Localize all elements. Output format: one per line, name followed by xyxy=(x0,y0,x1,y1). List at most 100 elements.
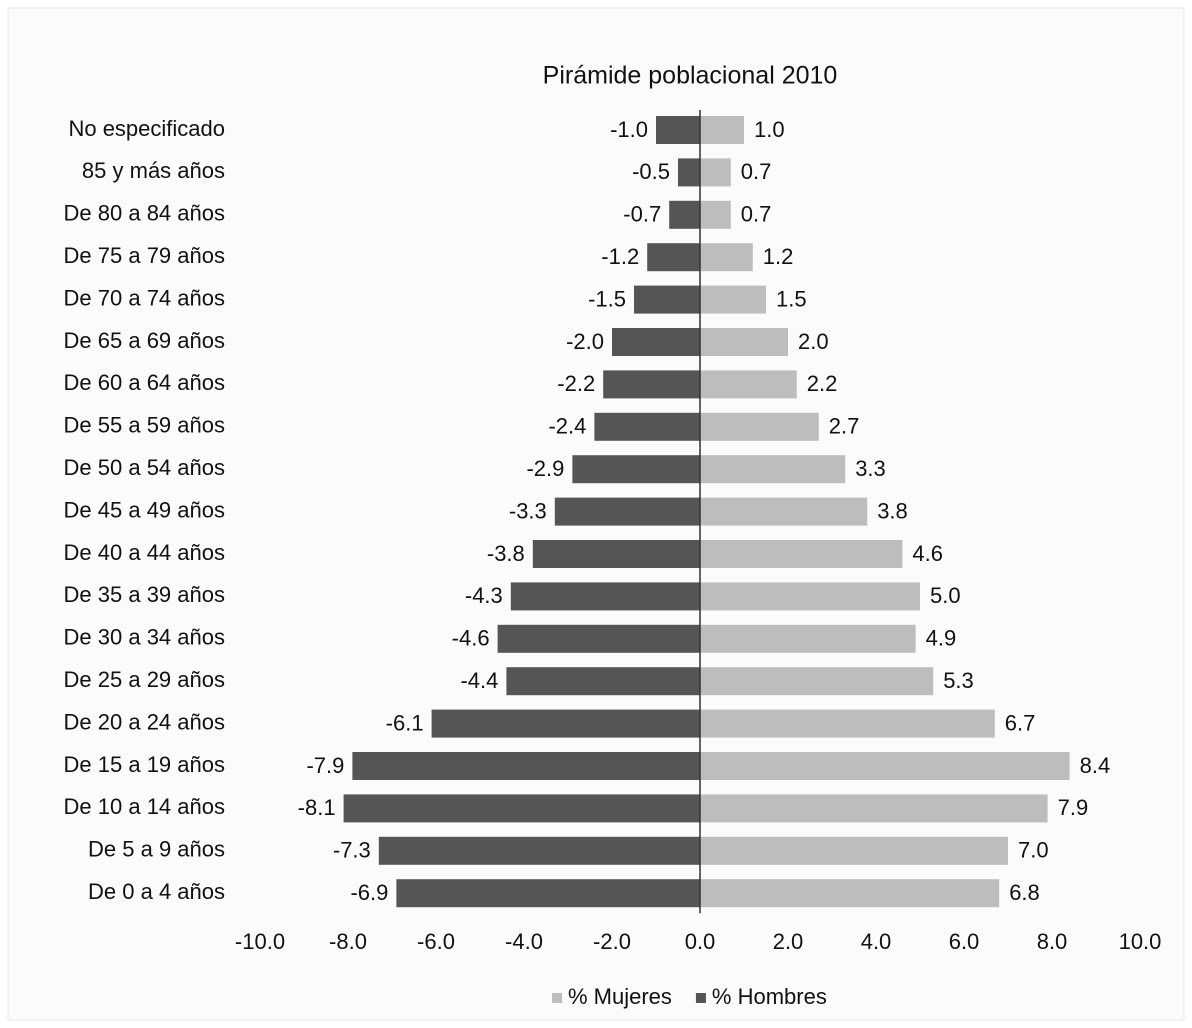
data-label: -0.7 xyxy=(623,202,661,227)
bar xyxy=(634,285,700,314)
bar xyxy=(700,328,788,356)
bar xyxy=(669,200,700,229)
data-label: -4.4 xyxy=(460,668,498,693)
bar xyxy=(678,158,700,187)
bar xyxy=(431,709,700,738)
category-label: No especificado xyxy=(68,116,225,141)
bar xyxy=(700,455,846,484)
data-label: 1.5 xyxy=(776,286,807,311)
bar xyxy=(700,836,1008,865)
category-label: De 10 a 14 años xyxy=(64,794,225,819)
category-label: De 25 a 29 años xyxy=(64,667,225,692)
data-label: 5.3 xyxy=(943,668,974,693)
category-label: De 20 a 24 años xyxy=(64,709,225,734)
data-label: -2.2 xyxy=(557,371,595,396)
bar xyxy=(497,624,700,653)
data-label: -1.0 xyxy=(610,117,648,142)
category-label: De 15 a 19 años xyxy=(64,752,225,777)
data-label: -4.3 xyxy=(465,583,503,608)
category-label: De 35 a 39 años xyxy=(64,582,225,607)
bar xyxy=(378,836,700,865)
bar xyxy=(700,794,1048,823)
bar xyxy=(594,412,700,441)
data-label: -6.9 xyxy=(350,880,388,905)
bar xyxy=(700,667,934,696)
x-tick-label: -8.0 xyxy=(329,929,367,954)
data-label: 3.8 xyxy=(877,498,908,523)
category-label: De 40 a 44 años xyxy=(64,540,225,565)
data-label: -2.0 xyxy=(566,329,604,354)
bar xyxy=(532,540,700,568)
x-tick-label: 2.0 xyxy=(773,929,804,954)
data-label: 8.4 xyxy=(1080,753,1111,778)
bar xyxy=(700,540,903,568)
category-label: De 65 a 69 años xyxy=(64,328,225,353)
category-label: De 70 a 74 años xyxy=(64,285,225,310)
category-label: De 60 a 64 años xyxy=(64,370,225,395)
x-tick-label: -2.0 xyxy=(593,929,631,954)
bar xyxy=(700,200,731,229)
bar xyxy=(700,582,920,611)
bar xyxy=(700,158,731,187)
bar xyxy=(700,285,766,314)
bar xyxy=(603,370,700,399)
category-label: De 80 a 84 años xyxy=(64,201,225,226)
data-label: 1.2 xyxy=(763,244,794,269)
x-tick-label: -4.0 xyxy=(505,929,543,954)
data-label: 1.0 xyxy=(754,117,785,142)
x-tick-label: -10.0 xyxy=(235,929,285,954)
data-label: 7.9 xyxy=(1058,795,1089,820)
x-tick-label: -6.0 xyxy=(417,929,455,954)
category-label: De 30 a 34 años xyxy=(64,625,225,650)
category-label: De 55 a 59 años xyxy=(64,413,225,438)
data-label: 7.0 xyxy=(1018,838,1049,863)
data-label: 4.9 xyxy=(926,626,957,651)
bar xyxy=(700,879,1000,908)
data-label: 4.6 xyxy=(912,541,943,566)
data-label: 5.0 xyxy=(930,583,961,608)
data-label: 0.7 xyxy=(741,159,772,184)
x-tick-label: 8.0 xyxy=(1037,929,1068,954)
bar xyxy=(352,752,700,780)
category-label: De 0 a 4 años xyxy=(88,879,225,904)
chart-title: Pirámide poblacional 2010 xyxy=(543,62,838,90)
bar xyxy=(647,243,700,272)
bar xyxy=(396,879,700,908)
category-label: De 5 a 9 años xyxy=(88,837,225,862)
data-label: -1.2 xyxy=(601,244,639,269)
category-label: De 45 a 49 años xyxy=(64,497,225,522)
bar xyxy=(700,497,868,526)
bar xyxy=(700,243,753,272)
bar xyxy=(572,455,700,484)
bar xyxy=(554,497,700,526)
data-label: -3.8 xyxy=(487,541,525,566)
bar xyxy=(506,667,700,696)
data-label: -3.3 xyxy=(509,498,547,523)
data-label: 2.7 xyxy=(829,414,860,439)
data-label: 6.7 xyxy=(1005,710,1036,735)
data-label: 3.3 xyxy=(855,456,886,481)
data-label: -1.5 xyxy=(588,286,626,311)
bar xyxy=(700,370,797,399)
data-label: -4.6 xyxy=(452,626,490,651)
bar xyxy=(700,752,1070,780)
legend-swatch xyxy=(552,993,562,1003)
x-tick-label: 4.0 xyxy=(861,929,892,954)
bar xyxy=(700,412,819,441)
category-label: 85 y más años xyxy=(82,158,225,183)
data-label: -2.9 xyxy=(526,456,564,481)
bar xyxy=(700,709,995,738)
bar xyxy=(510,582,700,611)
x-tick-label: 10.0 xyxy=(1119,929,1162,954)
legend-label: % Mujeres xyxy=(568,984,672,1009)
bar xyxy=(700,624,916,653)
data-label: 2.2 xyxy=(807,371,838,396)
data-label: 0.7 xyxy=(741,202,772,227)
x-tick-label: 0.0 xyxy=(685,929,716,954)
data-label: -8.1 xyxy=(298,795,336,820)
data-label: -7.3 xyxy=(333,838,371,863)
data-label: 2.0 xyxy=(798,329,829,354)
x-tick-label: 6.0 xyxy=(949,929,980,954)
